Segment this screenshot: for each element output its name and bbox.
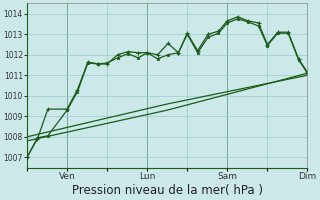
X-axis label: Pression niveau de la mer( hPa ): Pression niveau de la mer( hPa ): [72, 184, 263, 197]
